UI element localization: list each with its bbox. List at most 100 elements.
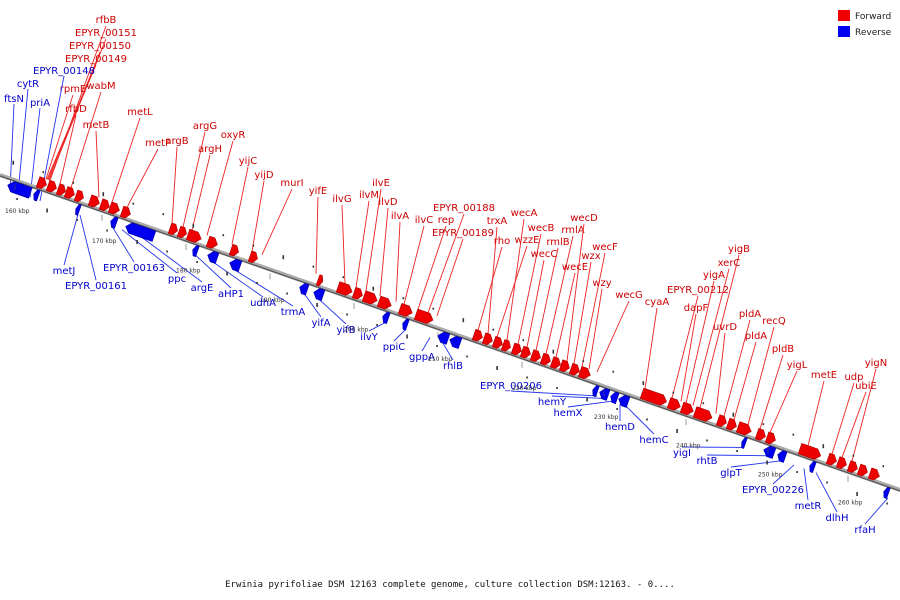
forward-gene-leader	[427, 213, 465, 313]
reverse-gene-label-arge: argE	[191, 283, 214, 294]
reverse-gene-label-epyr-00161: EPYR_00161	[65, 281, 127, 292]
forward-gene-block-25	[500, 339, 511, 352]
forward-gene-label-rmla: rmlA	[561, 225, 584, 236]
reverse-gene-arrow	[599, 388, 611, 401]
forward-gene-label-wzy: wzy	[592, 278, 611, 289]
feature-dash	[492, 328, 495, 331]
forward-gene-leader	[45, 94, 74, 180]
forward-gene-arrow	[397, 303, 413, 317]
forward-gene-label-epyr-00150: EPYR_00150	[69, 41, 131, 52]
reverse-gene-leader	[625, 405, 655, 435]
feature-dash	[766, 460, 768, 465]
reverse-gene-arrow	[883, 486, 891, 499]
forward-gene-leader	[261, 188, 293, 255]
forward-gene-arrow	[666, 397, 681, 411]
reverse-gene-leader	[772, 464, 795, 485]
scale-ticks: 160 kbp 170 kbp 180 kbp 190 kbp 200 kbp 210 k…	[5, 160, 888, 506]
forward-gene-block-13	[228, 243, 239, 257]
reverse-gene-label-trma: trmA	[281, 307, 306, 318]
reverse-gene-label-dlhh: dlhH	[826, 513, 849, 524]
forward-gene-block-8	[119, 205, 131, 219]
forward-gene-label-yijc: yijC	[239, 156, 257, 167]
forward-gene-block-14	[247, 250, 258, 264]
forward-gene-leader	[403, 225, 425, 305]
reverse-gene-label-glpt: glpT	[720, 468, 742, 479]
forward-gene-arrow	[825, 452, 837, 466]
reverse-gene-block-15	[599, 388, 611, 401]
forward-gene-block-7	[107, 201, 120, 215]
reverse-gene-arrow	[449, 335, 463, 350]
feature-dash	[166, 250, 168, 253]
feature-dash	[226, 271, 228, 276]
feature-dash	[252, 244, 255, 247]
forward-gene-label-xerc: xerC	[718, 258, 741, 269]
forward-gene-arrow	[679, 401, 694, 416]
feature-dash	[282, 255, 285, 260]
reverse-gene-leader	[9, 103, 15, 191]
scale-tick-label: 200 kbp	[344, 326, 369, 333]
forward-gene-block-11	[185, 228, 202, 243]
feature-dash	[46, 208, 48, 213]
forward-gene-arrow	[867, 467, 880, 481]
forward-gene-label-yigb: yigB	[728, 244, 750, 255]
reverse-gene-block-13	[449, 335, 463, 350]
forward-gene-arrow	[529, 349, 541, 362]
reverse-gene-label-cytr: cytR	[17, 79, 39, 90]
scale-tick-label: 180 kbp	[176, 268, 201, 275]
forward-gene-arrow	[639, 387, 667, 406]
reverse-gene-leader	[393, 328, 407, 342]
feature-dash	[822, 444, 825, 449]
reverse-gene-leader	[441, 341, 454, 361]
forward-gene-leader	[588, 288, 603, 370]
forward-gene-block-19	[376, 295, 392, 310]
forward-gene-leader	[477, 246, 503, 331]
forward-gene-leader	[417, 225, 447, 310]
forward-gene-leader	[395, 221, 401, 302]
forward-gene-arrow	[335, 281, 353, 296]
reverse-gene-block-16	[610, 391, 620, 405]
forward-gene-block-21	[413, 308, 434, 325]
forward-gene-arrow	[797, 443, 822, 460]
forward-gene-block-32	[568, 362, 580, 376]
reverse-gene-leader	[815, 472, 838, 513]
forward-gene-arrow	[835, 456, 847, 470]
forward-gene-block-30	[549, 356, 561, 369]
gene-layer	[7, 176, 891, 499]
feature-dash	[552, 349, 555, 354]
forward-gene-block-28	[529, 349, 541, 362]
forward-gene-arrow	[846, 460, 858, 473]
forward-gene-label-yigl: yigL	[787, 360, 808, 371]
feature-dash	[856, 492, 858, 496]
forward-gene-leader	[48, 38, 107, 181]
reverse-gene-arrow	[110, 216, 119, 229]
forward-gene-arrow	[754, 428, 766, 441]
reverse-gene-label-yifb: yifB	[336, 325, 355, 336]
scale-tick-label: 230 kbp	[594, 414, 619, 421]
forward-gene-block-37	[692, 406, 713, 422]
reverse-gene-label-ftsn: ftsN	[4, 94, 24, 105]
forward-gene-leader	[555, 272, 576, 358]
reverse-gene-block-2	[75, 203, 82, 216]
forward-gene-leader	[526, 259, 545, 348]
forward-gene-arrow	[725, 417, 737, 431]
feature-dash	[196, 261, 198, 263]
reverse-gene-arrow	[763, 445, 777, 459]
forward-gene-label-oxyr: oxyR	[221, 130, 246, 141]
feature-dash	[526, 376, 528, 379]
forward-gene-leader	[769, 370, 798, 433]
scale-tick-label: 210 kbp	[428, 356, 453, 363]
reverse-gene-leader	[730, 460, 783, 468]
forward-gene-label-mete: metE	[811, 370, 837, 381]
forward-gene-label-epyr-00151: EPYR_00151	[75, 28, 137, 39]
forward-gene-arrow	[510, 342, 522, 356]
forward-gene-block-0	[35, 176, 47, 190]
reverse-gene-arrow	[610, 391, 620, 405]
forward-gene-label-wecd: wecD	[570, 213, 598, 224]
forward-gene-label-rmlb: rmlB	[546, 237, 569, 248]
forward-gene-leader	[807, 380, 825, 446]
forward-gene-arrow	[568, 362, 580, 376]
forward-gene-leader	[596, 300, 630, 373]
forward-gene-arrow	[735, 421, 752, 436]
forward-gene-label-rfbb: rfbB	[96, 15, 117, 26]
scale-tick-label: 160 kbp	[5, 208, 30, 215]
